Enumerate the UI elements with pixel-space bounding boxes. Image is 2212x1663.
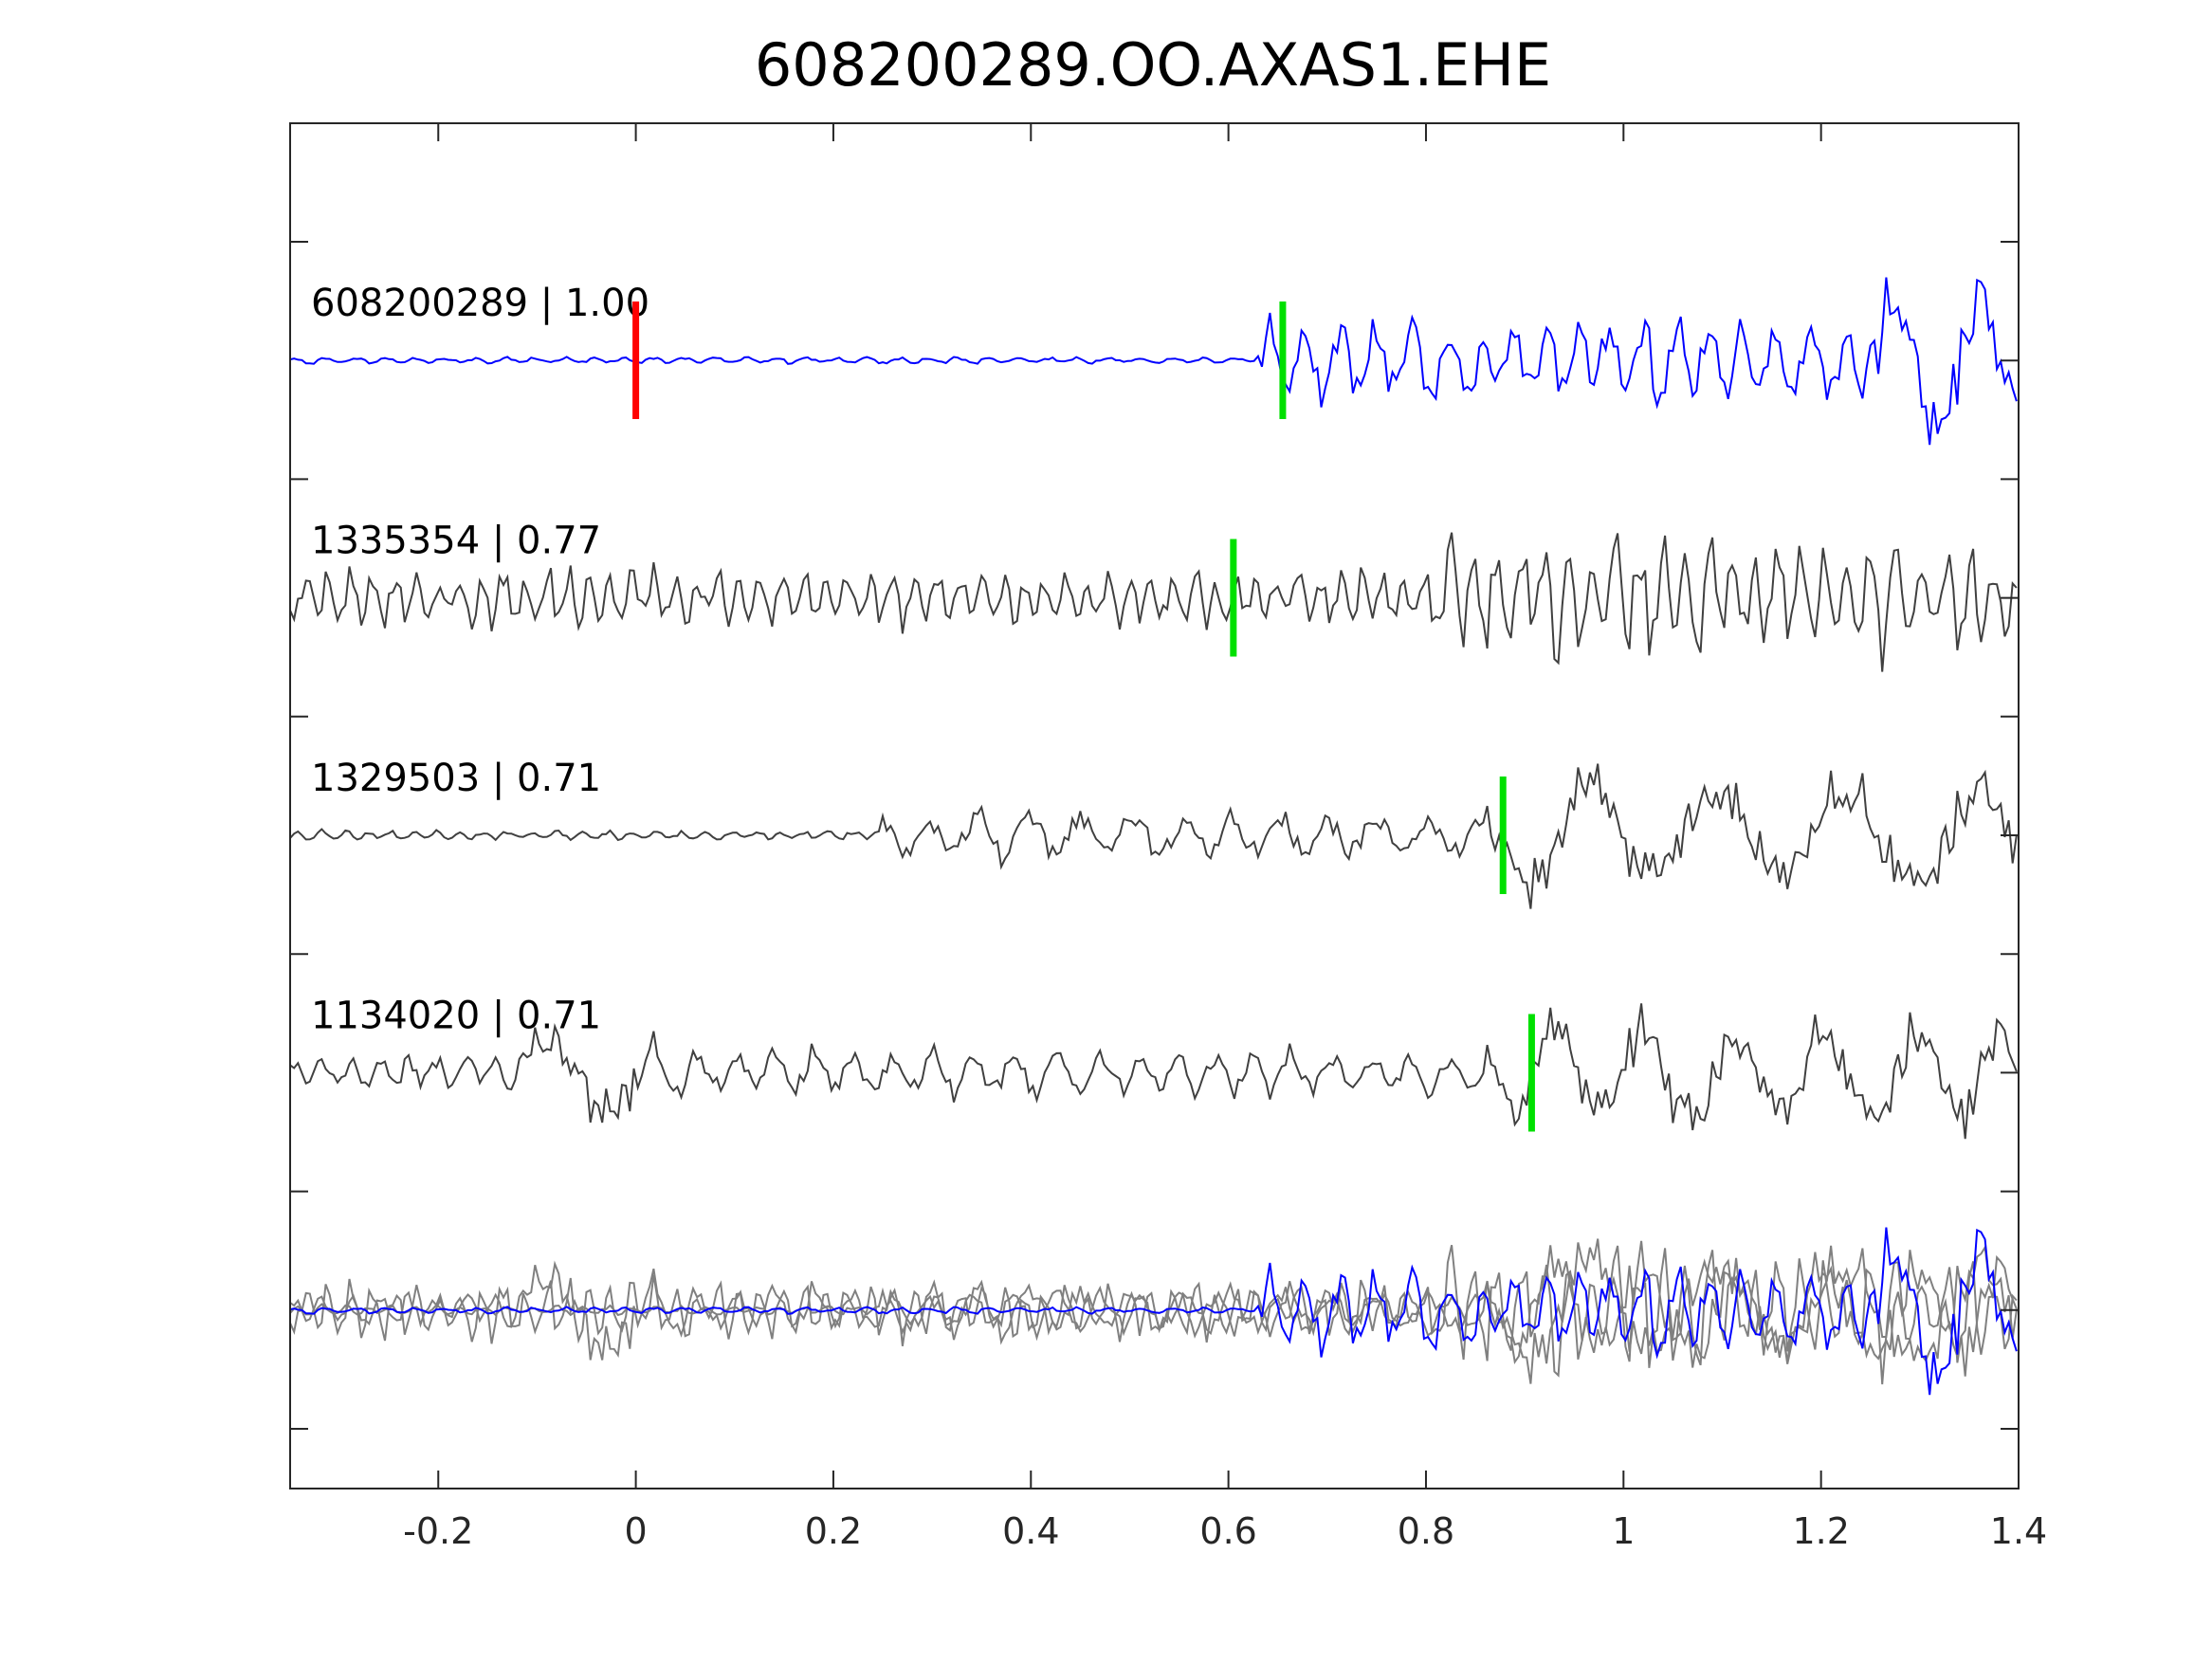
stack-trace-3 — [289, 1240, 2018, 1377]
x-tick-label: -0.2 — [403, 1510, 473, 1552]
x-tick-label: 1.2 — [1792, 1510, 1849, 1552]
axes-group: -0.2 0 0.2 0.4 0.6 0.8 1 1.2 1.4 — [290, 123, 2047, 1552]
trace-line-2 — [289, 763, 2018, 909]
x-tick-label: 0 — [625, 1510, 648, 1552]
x-tick-label: 0.6 — [1199, 1510, 1256, 1552]
trace-line-0 — [289, 277, 2018, 446]
trace-label-2: 1329503 | 0.71 — [311, 757, 601, 800]
x-tick-label: 1 — [1612, 1510, 1635, 1552]
x-tick-label: 0.4 — [1002, 1510, 1059, 1552]
plot-frame — [289, 122, 2020, 1489]
x-tick-label: 0.8 — [1398, 1510, 1454, 1552]
trace-label-3: 1134020 | 0.71 — [311, 995, 601, 1038]
x-tick-label: 1.4 — [1990, 1510, 2047, 1552]
chart-title: 608200289.OO.AXAS1.EHE — [755, 30, 1551, 100]
traces-group — [289, 277, 2018, 1396]
picks-group — [632, 302, 1535, 1132]
trace-labels: 608200289 | 1.00 1335354 | 0.77 1329503 | … — [311, 282, 649, 1038]
x-tick-label: 0.2 — [805, 1510, 862, 1552]
stack-trace-1 — [289, 1244, 2018, 1385]
stack-trace-0 — [289, 1227, 2018, 1396]
trace-line-3 — [289, 1003, 2018, 1140]
trace-label-1: 1335354 | 0.77 — [311, 520, 601, 563]
trace-line-1 — [289, 532, 2018, 672]
trace-label-0: 608200289 | 1.00 — [311, 282, 649, 325]
